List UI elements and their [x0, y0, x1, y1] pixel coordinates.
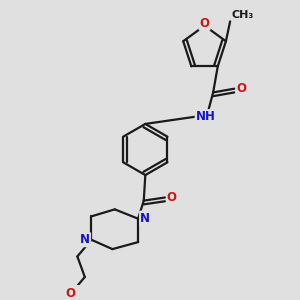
- Text: N: N: [80, 233, 90, 246]
- Text: CH₃: CH₃: [231, 10, 253, 20]
- Text: N: N: [140, 212, 150, 225]
- Text: O: O: [66, 287, 76, 300]
- Text: O: O: [200, 17, 210, 30]
- Text: O: O: [167, 191, 177, 204]
- Text: NH: NH: [196, 110, 215, 123]
- Text: O: O: [236, 82, 246, 95]
